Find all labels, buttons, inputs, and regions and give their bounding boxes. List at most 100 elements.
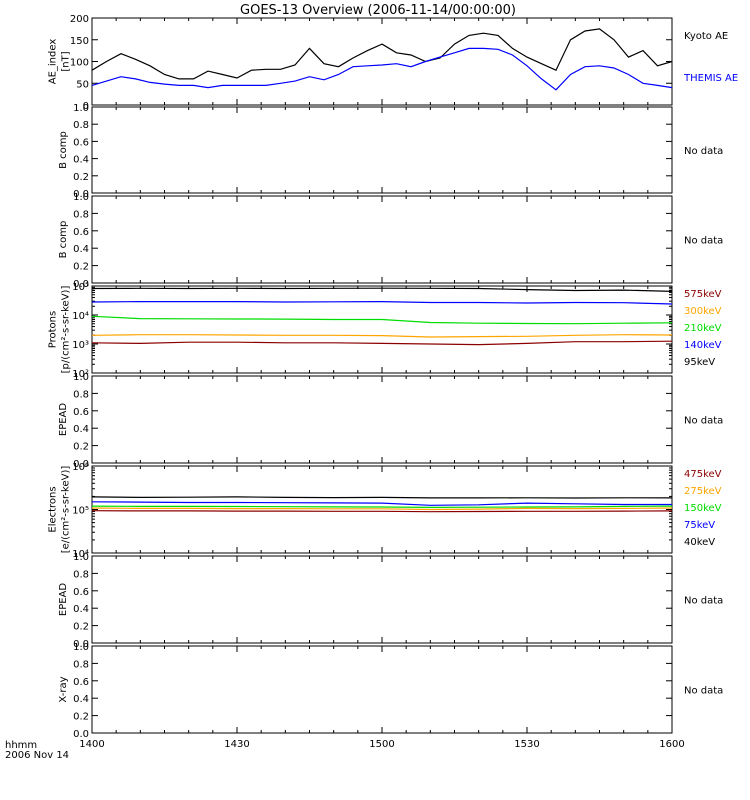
panel-epead1: 0.0 0.2 0.4 0.6 0.8 1.0 EPEAD No data [58, 372, 723, 470]
y-tick-label: 0.6 [73, 407, 89, 418]
y-tick-label: 50 [76, 79, 89, 90]
series-line-kyoto-ae [91, 28, 673, 80]
y-tick-label: 0.2 [73, 262, 89, 273]
y-axis-label: EPEAD [58, 583, 69, 617]
legend-label: 40keV [684, 537, 715, 548]
legend-label: 95keV [684, 357, 715, 368]
y-axis-label: AE_index [48, 39, 59, 85]
y-tick-label: 0.4 [73, 155, 89, 166]
x-axis: 1400 1430 1500 1530 1600 [79, 739, 684, 750]
panel-frame [91, 555, 673, 644]
legend-label: Kyoto AE [684, 31, 728, 42]
series-line-575kev [91, 287, 673, 292]
y-tick-label: 0.4 [73, 244, 89, 255]
x-tick-label: 1430 [224, 739, 249, 750]
y-tick-label: 0.2 [73, 622, 89, 633]
legend-label: 150keV [684, 503, 722, 514]
legend-label: 300keV [684, 306, 722, 317]
y-tick-label: 0.0 [73, 639, 89, 650]
y-tick-label: 0.0 [73, 729, 89, 740]
y-tick-label: 0.0 [73, 279, 89, 290]
y-tick-label: 1.0 [73, 103, 89, 114]
y-tick-label: 0.6 [73, 677, 89, 688]
panels-group: 0 50 100 150 200 AE_index [nT] Kyoto AE THEMIS A… [48, 14, 739, 740]
panel-frame [91, 375, 673, 464]
y-tick-label: 10⁶ [72, 462, 89, 473]
panel-frame [91, 645, 673, 734]
no-data-label: No data [684, 146, 723, 157]
y-axis-label: X-ray [58, 676, 69, 702]
y-tick-label: 0.8 [73, 389, 89, 400]
y-tick-label: 200 [70, 14, 89, 25]
y-tick-label: 0.0 [73, 189, 89, 200]
x-tick-label: 1600 [659, 739, 684, 750]
legend-label: 210keV [684, 323, 722, 334]
no-data-label: No data [684, 686, 723, 697]
panel-frame [91, 465, 673, 554]
y-tick-label: 1.0 [73, 642, 89, 653]
y-tick-label: 0.2 [73, 442, 89, 453]
y-axis-label: Electrons [48, 486, 59, 532]
y-tick-label: 10⁴ [72, 311, 89, 322]
series-line-275kev [91, 501, 672, 506]
y-tick-label: 0.8 [73, 659, 89, 670]
legend-label: THEMIS AE [683, 73, 738, 84]
panel-frame [91, 106, 673, 194]
y-tick-label: 1.0 [73, 552, 89, 563]
y-axis-label: EPEAD [58, 403, 69, 437]
legend-label: 575keV [684, 289, 722, 300]
y-tick-label: 10² [72, 369, 89, 380]
panel-ae: 0 50 100 150 200 AE_index [nT] Kyoto AE THEMIS A… [48, 14, 739, 112]
panel-frame [91, 195, 673, 284]
series-line-40kev [91, 510, 673, 513]
y-tick-label: 0.6 [73, 137, 89, 148]
series-line-475kev [91, 496, 673, 499]
y-tick-label: 0 [83, 101, 89, 112]
y-tick-label: 0.0 [73, 459, 89, 470]
y-axis-label: B comp [58, 131, 69, 169]
y-axis-label: [p/(cm²-s-sr-keV)] [61, 286, 72, 374]
y-tick-label: 0.6 [73, 587, 89, 598]
panel-protons: 10² 10³ 10⁴ 10⁵ Protons [p/(cm²-s-sr-keV)] 575… [48, 282, 722, 380]
y-tick-label: 0.8 [73, 120, 89, 131]
figure-title: GOES-13 Overview (2006-11-14/00:00:00) [240, 3, 516, 18]
no-data-label: No data [684, 596, 723, 607]
legend-label: 75keV [684, 520, 715, 531]
panel-bcomp2: 0.0 0.2 0.4 0.6 0.8 1.0 B comp No data [58, 192, 723, 290]
series-line-themis-ae [91, 47, 673, 91]
y-tick-label: 150 [70, 36, 89, 47]
legend-label: 475keV [684, 469, 722, 480]
x-tick-label: 1500 [369, 739, 394, 750]
series-line-210kev [91, 315, 673, 325]
y-tick-label: 10⁵ [72, 282, 89, 293]
y-tick-label: 1.0 [73, 372, 89, 383]
x-tick-label: 1530 [514, 739, 539, 750]
y-tick-label: 10⁴ [72, 549, 89, 560]
y-axis-label: [nT] [61, 51, 72, 71]
panel-epead2: 0.0 0.2 0.4 0.6 0.8 1.0 EPEAD No data [58, 552, 723, 650]
panel-electrons: 10⁴ 10⁵ 10⁶ Electrons [e/(cm²-s-sr-keV)] 475k… [48, 462, 722, 560]
series-line-300kev [91, 300, 673, 305]
panel-frame [91, 285, 673, 374]
y-axis-label: [e/(cm²-s-sr-keV)] [61, 466, 72, 554]
y-axis-label: Protons [48, 311, 59, 348]
series-line-140kev [91, 334, 673, 338]
y-tick-label: 0.4 [73, 694, 89, 705]
panel-xray: 0.0 0.2 0.4 0.6 0.8 1.0 X-ray No data [58, 642, 723, 740]
y-tick-label: 0.8 [73, 209, 89, 220]
y-tick-label: 0.8 [73, 569, 89, 580]
no-data-label: No data [684, 416, 723, 427]
series-line-150kev [91, 505, 673, 509]
x-tick-label: 1400 [79, 739, 104, 750]
panel-bcomp1: 0.0 0.2 0.4 0.6 0.8 1.0 B comp No data [58, 103, 723, 200]
y-tick-label: 0.6 [73, 227, 89, 238]
x-corner-label-hhmm: hhmm [5, 740, 37, 751]
y-tick-label: 0.2 [73, 712, 89, 723]
series-line-95kev [91, 340, 673, 346]
series-line-75kev [91, 507, 673, 511]
y-tick-label: 1.0 [73, 192, 89, 203]
y-tick-label: 0.2 [73, 172, 89, 183]
y-tick-label: 0.4 [73, 424, 89, 435]
y-axis-label: B comp [58, 221, 69, 259]
